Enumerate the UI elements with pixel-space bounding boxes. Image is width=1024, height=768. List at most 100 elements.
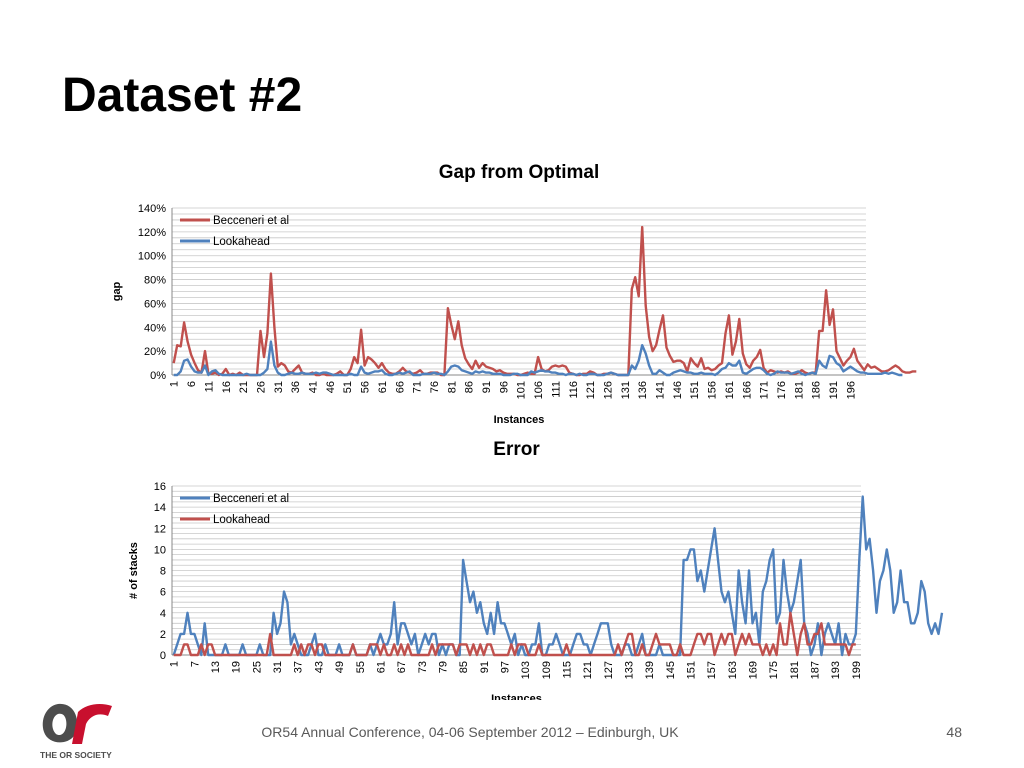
x-tick-label: 175 <box>768 661 780 679</box>
legend-label: Lookahead <box>213 514 270 526</box>
x-tick-label: 1 <box>169 661 181 667</box>
x-tick-label: 146 <box>672 381 684 399</box>
y-tick-label: 120% <box>138 227 166 239</box>
y-tick-label: 6 <box>160 587 166 599</box>
x-axis-title: Instances <box>494 414 545 426</box>
x-tick-label: 111 <box>550 381 562 398</box>
x-tick-label: 91 <box>479 661 491 673</box>
x-tick-label: 56 <box>360 381 372 393</box>
x-tick-label: 7 <box>189 661 201 667</box>
x-tick-label: 31 <box>272 661 284 673</box>
x-tick-label: 1 <box>169 381 181 387</box>
y-tick-label: 4 <box>160 608 166 620</box>
x-tick-label: 141 <box>655 381 667 399</box>
x-tick-label: 121 <box>585 381 597 399</box>
x-tick-label: 193 <box>830 661 842 679</box>
x-tick-label: 169 <box>747 661 759 679</box>
x-tick-label: 19 <box>231 661 243 673</box>
legend-label: Becceneri et al <box>213 493 289 505</box>
y-tick-label: 14 <box>154 502 166 514</box>
charts-area: Gap from Optimal0%20%40%60%80%100%120%14… <box>111 162 944 700</box>
x-tick-label: 43 <box>313 661 325 673</box>
y-tick-label: 40% <box>144 322 166 334</box>
legend-label: Lookahead <box>213 236 270 248</box>
y-tick-label: 0 <box>160 650 166 662</box>
x-tick-label: 21 <box>238 381 250 393</box>
y-tick-label: 12 <box>154 523 166 535</box>
x-tick-label: 67 <box>396 661 408 673</box>
x-tick-label: 131 <box>620 381 632 399</box>
series-line-2 <box>173 340 903 377</box>
x-tick-label: 133 <box>623 661 635 679</box>
x-tick-label: 191 <box>828 381 840 399</box>
x-tick-label: 109 <box>541 661 553 679</box>
x-tick-label: 186 <box>811 381 823 399</box>
x-tick-label: 127 <box>603 661 615 679</box>
x-tick-label: 181 <box>789 661 801 679</box>
x-tick-label: 73 <box>417 661 429 673</box>
footer-text: OR54 Annual Conference, 04-06 September … <box>261 724 679 740</box>
x-tick-label: 66 <box>394 381 406 393</box>
x-tick-label: 31 <box>273 381 285 393</box>
x-tick-label: 26 <box>255 381 267 393</box>
x-tick-label: 176 <box>776 381 788 399</box>
x-tick-label: 151 <box>689 381 701 399</box>
x-tick-label: 199 <box>851 661 863 679</box>
x-tick-label: 161 <box>724 381 736 399</box>
x-tick-label: 61 <box>377 381 389 393</box>
x-tick-label: 181 <box>793 381 805 399</box>
series-line-2 <box>173 611 856 657</box>
x-tick-label: 101 <box>516 381 528 399</box>
x-tick-label: 163 <box>727 661 739 679</box>
logo-o-shape <box>42 703 78 743</box>
y-tick-label: 100% <box>138 251 166 263</box>
y-tick-label: 2 <box>160 629 166 641</box>
y-tick-label: 8 <box>160 566 166 578</box>
x-tick-label: 115 <box>561 661 573 679</box>
x-tick-label: 6 <box>186 381 198 387</box>
x-tick-label: 85 <box>458 661 470 673</box>
x-tick-label: 16 <box>221 381 233 393</box>
page-number: 48 <box>946 724 962 740</box>
x-tick-label: 86 <box>464 381 476 393</box>
chart-title-2: Error <box>493 439 540 460</box>
y-tick-label: 60% <box>144 298 166 310</box>
x-tick-label: 37 <box>293 661 305 673</box>
x-tick-label: 157 <box>706 661 718 679</box>
y-tick-label: 16 <box>154 481 166 493</box>
x-tick-label: 106 <box>533 381 545 399</box>
y-tick-label: 20% <box>144 346 166 358</box>
y-axis-title: gap <box>111 281 123 301</box>
y-tick-label: 0% <box>150 370 166 382</box>
x-tick-label: 11 <box>203 381 215 392</box>
x-tick-label: 36 <box>290 381 302 393</box>
x-tick-label: 145 <box>665 661 677 679</box>
x-tick-label: 41 <box>308 381 320 393</box>
x-tick-label: 97 <box>499 661 511 673</box>
series-line-1 <box>172 495 944 657</box>
x-tick-label: 46 <box>325 381 337 393</box>
x-axis-title: Instances <box>491 693 542 700</box>
x-tick-label: 116 <box>568 381 580 399</box>
x-tick-label: 79 <box>437 661 449 673</box>
x-tick-label: 49 <box>334 661 346 673</box>
legend-label: Becceneri et al <box>213 215 289 227</box>
chart-title-1: Gap from Optimal <box>439 162 599 183</box>
x-tick-label: 187 <box>809 661 821 679</box>
x-tick-label: 151 <box>685 661 697 679</box>
x-tick-label: 156 <box>707 381 719 399</box>
y-tick-label: 10 <box>154 544 166 556</box>
x-tick-label: 139 <box>644 661 656 679</box>
x-tick-label: 61 <box>375 661 387 673</box>
slide-title: Dataset #2 <box>62 69 303 122</box>
x-tick-label: 103 <box>520 661 532 679</box>
y-tick-label: 140% <box>138 203 166 215</box>
y-axis-title: # of stacks <box>128 542 140 599</box>
x-tick-label: 96 <box>498 381 510 393</box>
x-tick-label: 126 <box>602 381 614 399</box>
x-tick-label: 166 <box>741 381 753 399</box>
y-tick-label: 80% <box>144 275 166 287</box>
x-tick-label: 121 <box>582 661 594 679</box>
x-tick-label: 91 <box>481 381 493 393</box>
x-tick-label: 55 <box>355 661 367 673</box>
